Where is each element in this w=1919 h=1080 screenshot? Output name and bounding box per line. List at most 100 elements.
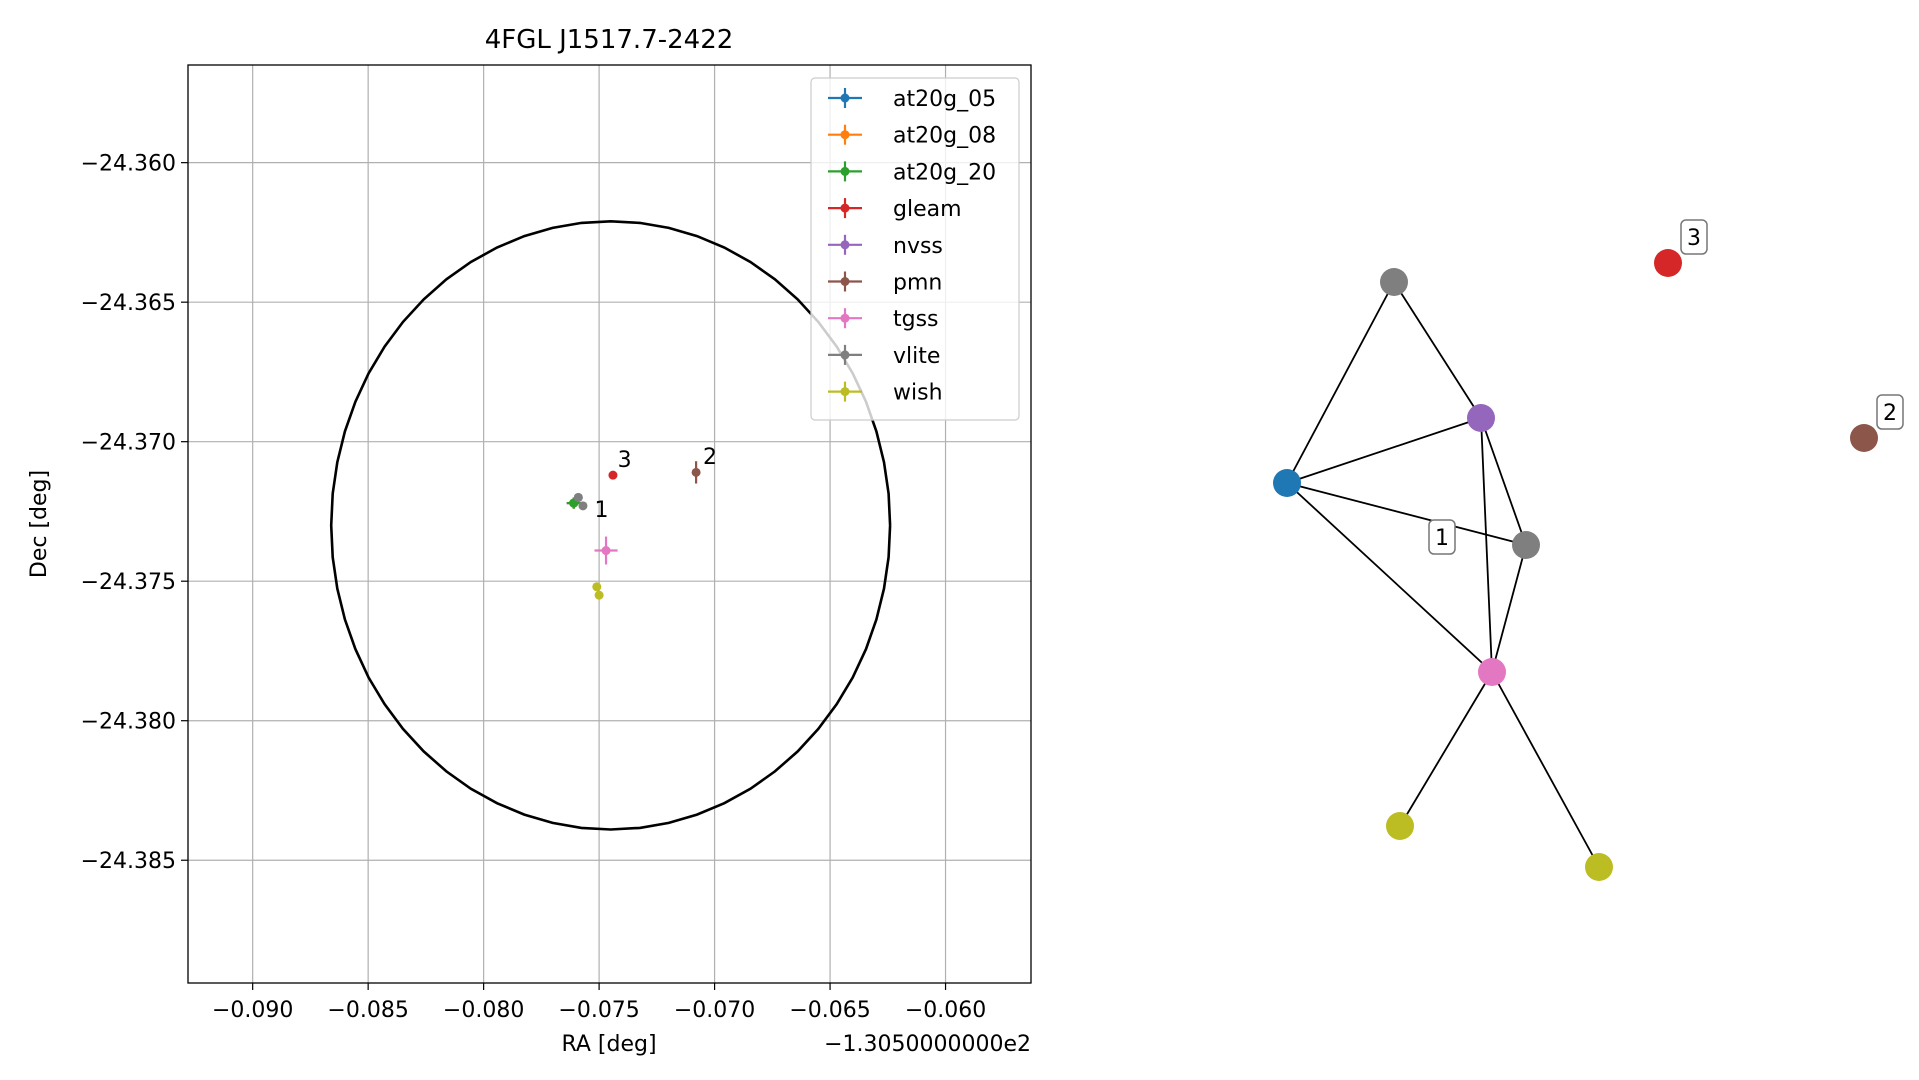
network-edges — [1286, 281, 1600, 868]
marker — [594, 590, 604, 600]
legend-label: pmn — [893, 271, 942, 296]
point-wish — [592, 582, 602, 592]
y-tick-label: −24.375 — [81, 570, 176, 595]
legend-marker — [840, 130, 850, 140]
plot-frame — [187, 64, 1032, 984]
x-tick-label: −0.090 — [212, 998, 293, 1023]
annotation-3: 3 — [618, 448, 632, 473]
node-pink — [1478, 658, 1506, 686]
legend-label: at20g_05 — [893, 87, 996, 112]
y-tick-label: −24.365 — [81, 291, 176, 316]
node-label-2: 2 — [1876, 394, 1904, 430]
legend-marker — [840, 166, 850, 176]
marker — [691, 467, 701, 477]
edge-gray_top-blue — [1286, 281, 1395, 484]
legend-entry-nvss: nvss — [828, 234, 943, 259]
legend-entry-tgss: tgss — [828, 307, 939, 332]
x-tick-label: −0.070 — [674, 998, 755, 1023]
edge-purple-pink — [1480, 417, 1493, 673]
legend-label: gleam — [893, 197, 962, 222]
x-tick-label: −0.065 — [789, 998, 870, 1023]
legend-entry-vlite: vlite — [828, 344, 940, 369]
legend-entry-at20g_08: at20g_08 — [828, 124, 996, 149]
x-axis-offset-label: −1.3050000000e2 — [824, 1032, 1031, 1057]
legend-label: at20g_20 — [893, 160, 996, 185]
data-points — [566, 461, 701, 600]
grid — [188, 65, 1031, 983]
annotation-2: 2 — [703, 445, 717, 470]
legend-marker — [840, 350, 850, 360]
network-node-labels: 3 2 1 — [1428, 219, 1904, 555]
network-panel: 3 2 1 — [1273, 219, 1904, 881]
x-tick-label: −0.085 — [327, 998, 408, 1023]
legend-entry-at20g_20: at20g_20 — [828, 160, 996, 185]
point-pmn — [691, 461, 701, 484]
label-text: 1 — [1435, 526, 1449, 551]
legend-entry-pmn: pmn — [828, 271, 942, 296]
x-tick-label: −0.075 — [558, 998, 639, 1023]
legend-marker — [840, 93, 850, 103]
edge-purple-gray_mid — [1480, 417, 1527, 546]
y-axis-label: Dec [deg] — [27, 470, 52, 578]
point-vlite — [573, 492, 583, 502]
localization-ellipse — [329, 219, 892, 831]
edge-blue-purple — [1286, 417, 1482, 484]
edge-gray_mid-pink — [1491, 544, 1527, 673]
label-box — [1680, 219, 1708, 255]
legend-label: at20g_08 — [893, 124, 996, 149]
node-label-3: 3 — [1680, 219, 1708, 255]
y-tick-label: −24.370 — [81, 431, 176, 456]
point-wish — [594, 590, 604, 600]
legend-entry-gleam: gleam — [828, 197, 962, 222]
x-tick-label: −0.060 — [905, 998, 986, 1023]
y-tick-label: −24.385 — [81, 849, 176, 874]
cluster-label-1: 1 — [1428, 519, 1456, 555]
legend-marker — [840, 277, 850, 286]
node-gray_mid — [1512, 531, 1540, 559]
point-gleam — [608, 470, 618, 480]
node-gray_top — [1380, 268, 1408, 296]
node-red — [1654, 249, 1682, 277]
x-tick-label: −0.080 — [443, 998, 524, 1023]
legend-label: vlite — [893, 344, 940, 369]
label-box — [1876, 394, 1904, 430]
edge-pink-olive_left — [1399, 671, 1493, 827]
legend-frame — [810, 77, 1020, 421]
legend-label: wish — [893, 381, 943, 406]
legend-marker — [840, 203, 850, 213]
y-tick-label: −24.380 — [81, 710, 176, 735]
y-tick-label: −24.360 — [81, 152, 176, 177]
marker — [592, 582, 602, 592]
edge-gray_top-purple — [1393, 281, 1482, 419]
network-nodes — [1273, 249, 1878, 881]
point-vlite — [578, 501, 588, 511]
node-blue — [1273, 469, 1301, 497]
node-purple — [1467, 404, 1495, 432]
x-axis-ticks: −0.090 −0.085 −0.080 −0.075 −0.070 −0.065 −0.0… — [212, 983, 986, 1023]
marker — [601, 546, 611, 556]
legend-label: tgss — [893, 307, 939, 332]
legend-marker — [840, 240, 850, 250]
edge-blue-pink — [1286, 482, 1493, 673]
marker — [573, 492, 583, 502]
marker — [608, 470, 618, 480]
legend-marker — [840, 387, 850, 397]
node-brown — [1850, 424, 1878, 452]
legend-entry-at20g_05: at20g_05 — [828, 87, 996, 112]
label-text: 2 — [1883, 401, 1897, 426]
chart-title: 4FGL J1517.7-2422 — [485, 25, 734, 55]
annotation-1: 1 — [594, 498, 608, 523]
label-box — [1428, 519, 1456, 555]
node-olive_right — [1585, 853, 1613, 881]
node-olive_left — [1386, 812, 1414, 840]
legend-entry-wish: wish — [828, 381, 943, 406]
point-tgss — [594, 536, 618, 565]
point-annotations: 1 2 3 — [594, 445, 717, 523]
marker — [578, 501, 588, 511]
label-text: 3 — [1687, 226, 1701, 251]
ellipse-outline — [329, 219, 892, 831]
